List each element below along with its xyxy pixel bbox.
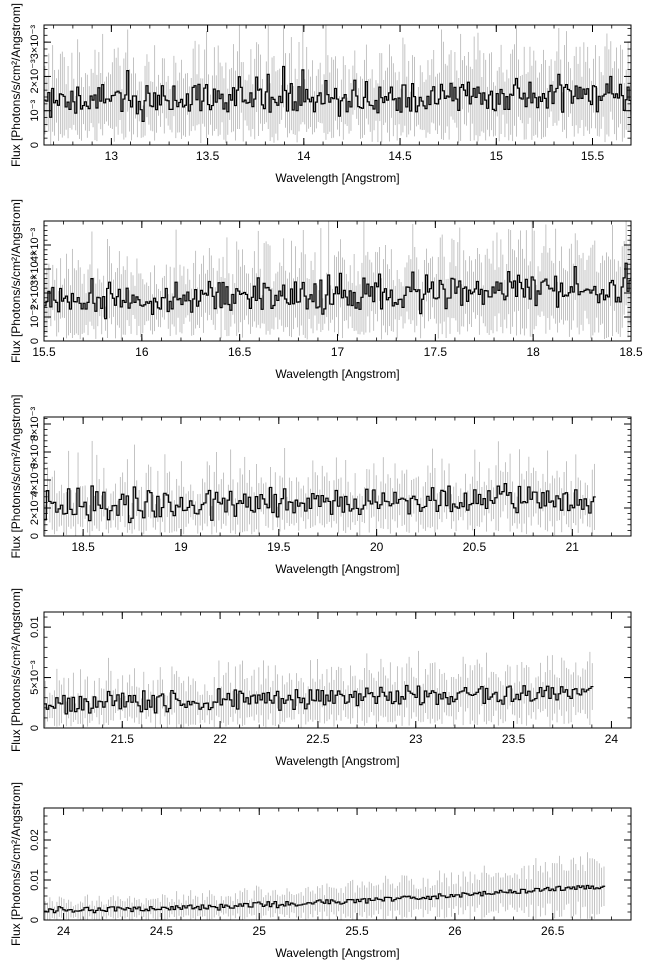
x-tick-label: 26.5 bbox=[541, 924, 565, 938]
x-axis-title: Wavelength [Angstrom] bbox=[275, 754, 399, 768]
chart-panel-2: 15.5 16 16.5 17 17.5 18 18.5 0 10⁻³2×10⁻³3×10⁻³4… bbox=[9, 199, 643, 381]
x-axis-title: Wavelength [Angstrom] bbox=[275, 171, 399, 185]
x-tick-label: 19.5 bbox=[267, 540, 291, 554]
y-tick-label: 0 bbox=[29, 917, 41, 923]
y-axis-title: Flux [Photons/s/cm²/Angstrom] bbox=[9, 3, 23, 167]
x-tick-label: 17.5 bbox=[424, 345, 448, 359]
y-axis-title: Flux [Photons/s/cm²/Angstrom] bbox=[9, 394, 23, 558]
y-tick-label: 0 bbox=[29, 338, 41, 344]
x-tick-label: 18.5 bbox=[71, 540, 95, 554]
y-axis-title: Flux [Photons/s/cm²/Angstrom] bbox=[9, 782, 23, 946]
x-tick-label: 25.5 bbox=[345, 924, 369, 938]
y-tick-label: 2×10⁻³ bbox=[29, 491, 41, 526]
x-tick-label: 20.5 bbox=[463, 540, 487, 554]
y-tick-label: 0.01 bbox=[29, 616, 41, 637]
x-tick-label: 25 bbox=[253, 924, 267, 938]
spectrum-line bbox=[44, 262, 631, 320]
x-tick-label: 14 bbox=[297, 149, 311, 163]
plot-area bbox=[44, 650, 594, 728]
spectrum-line bbox=[44, 884, 606, 914]
x-tick-label: 16 bbox=[135, 345, 149, 359]
y-tick-label: 3×10⁻³ bbox=[29, 252, 41, 287]
chart-panel-4: 21.5 22 22.5 23 23.5 24 0 5×10⁻³ 0.01 Wavelength … bbox=[9, 588, 632, 768]
plot-area bbox=[44, 221, 631, 340]
spectrum-line bbox=[44, 65, 631, 122]
x-tick-label: 18 bbox=[526, 345, 540, 359]
x-tick-label: 21.5 bbox=[111, 732, 135, 746]
y-axis-title: Flux [Photons/s/cm²/Angstrom] bbox=[9, 588, 23, 752]
x-tick-label: 21 bbox=[566, 540, 580, 554]
y-tick-label: 4×10⁻³ bbox=[29, 228, 41, 263]
x-axis-title: Wavelength [Angstrom] bbox=[275, 367, 399, 381]
x-tick-label: 23.5 bbox=[502, 732, 526, 746]
spectrum-line bbox=[44, 483, 596, 524]
x-tick-label: 16.5 bbox=[228, 345, 252, 359]
y-tick-label: 0.01 bbox=[29, 869, 41, 890]
plot-frame bbox=[43, 24, 632, 146]
y-tick-label: 5×10⁻³ bbox=[29, 660, 41, 695]
x-tick-label: 13 bbox=[105, 149, 119, 163]
x-axis-title: Wavelength [Angstrom] bbox=[275, 562, 399, 576]
x-tick-label: 22.5 bbox=[306, 732, 330, 746]
x-tick-label: 22 bbox=[213, 732, 227, 746]
chart-panel-5: 24 24.5 25 25.5 26 26.5 0 0.01 0.02 Wavelength [A… bbox=[9, 782, 632, 960]
y-tick-label: 8×10⁻³ bbox=[29, 407, 41, 442]
x-tick-label: 15.5 bbox=[581, 149, 605, 163]
y-tick-label: 0 bbox=[29, 533, 41, 539]
y-tick-label: 10⁻³ bbox=[29, 100, 41, 122]
y-tick-label: 2×10⁻³ bbox=[29, 59, 41, 94]
y-tick-label: 10⁻³ bbox=[29, 306, 41, 328]
x-tick-label: 18.5 bbox=[619, 345, 643, 359]
y-tick-label: 6×10⁻³ bbox=[29, 435, 41, 470]
spectrum-line bbox=[44, 684, 594, 715]
x-axis-title: Wavelength [Angstrom] bbox=[275, 946, 399, 960]
plot-area bbox=[44, 852, 606, 920]
chart-panel-3: 18.5 19 19.5 20 20.5 21 0 2×10⁻³4×10⁻³6×10⁻³8×1… bbox=[9, 394, 632, 576]
x-tick-label: 19 bbox=[174, 540, 188, 554]
y-tick-label: 0.02 bbox=[29, 829, 41, 850]
y-tick-label: 0 bbox=[29, 725, 41, 731]
x-tick-label: 26 bbox=[448, 924, 462, 938]
x-tick-label: 24 bbox=[57, 924, 71, 938]
x-tick-label: 15.5 bbox=[32, 345, 56, 359]
y-tick-label: 4×10⁻³ bbox=[29, 463, 41, 498]
x-tick-label: 13.5 bbox=[196, 149, 220, 163]
x-tick-label: 23 bbox=[409, 732, 423, 746]
chart-panel-1: 13 13.5 14 14.5 15 15.5 0 10⁻³ 2×10⁻³3×10⁻³ Wavel… bbox=[9, 3, 632, 185]
x-tick-label: 24 bbox=[605, 732, 619, 746]
x-tick-label: 14.5 bbox=[388, 149, 412, 163]
y-tick-label: 2×10⁻³ bbox=[29, 276, 41, 311]
y-axis-title: Flux [Photons/s/cm²/Angstrom] bbox=[9, 199, 23, 363]
x-tick-label: 20 bbox=[370, 540, 384, 554]
plot-area bbox=[44, 440, 596, 536]
y-tick-label: 3×10⁻³ bbox=[29, 25, 41, 60]
plot-area bbox=[44, 25, 631, 145]
x-tick-label: 15 bbox=[490, 149, 504, 163]
y-tick-label: 0 bbox=[29, 142, 41, 148]
x-tick-label: 17 bbox=[331, 345, 345, 359]
x-tick-label: 24.5 bbox=[150, 924, 174, 938]
